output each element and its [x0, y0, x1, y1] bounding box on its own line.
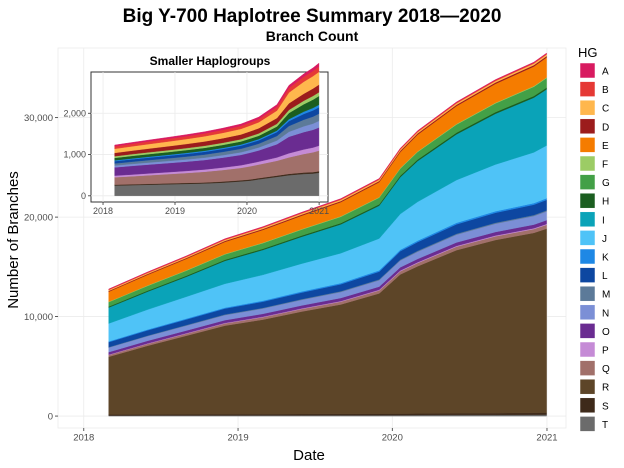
inset-plot-area: 0 1,000 2,000 2018 2019 2020 2021 Smaller Haplo…	[63, 54, 329, 216]
legend-label-R: R	[602, 383, 609, 394]
legend-key-T	[579, 416, 596, 432]
legend-label-S: S	[602, 401, 609, 412]
legend-key-B	[579, 81, 596, 97]
legend-key-R	[579, 378, 596, 395]
inset-y-tick-label: 0	[81, 191, 86, 201]
legend-label-K: K	[602, 253, 609, 264]
inset-y-tick-label: 2,000	[63, 108, 86, 118]
legend-label-O: O	[602, 327, 610, 338]
inset-y-tick-label: 1,000	[63, 150, 86, 160]
legend-label-T: T	[602, 420, 608, 431]
main-area-A	[108, 52, 547, 290]
inset-x-tick-label: 2021	[309, 206, 329, 216]
legend-key-M	[579, 285, 596, 302]
legend-label-H: H	[602, 197, 609, 208]
main-x-tick-label: 2021	[536, 433, 557, 444]
inset-x-tick-label: 2020	[237, 206, 257, 216]
legend-key-E	[579, 137, 596, 153]
main-x-tick-label: 2019	[227, 433, 248, 444]
legend-key-A	[579, 62, 596, 79]
legend-label-C: C	[602, 104, 609, 115]
legend-key-K	[579, 248, 596, 265]
main-x-tick-label: 2018	[73, 433, 94, 444]
legend-key-G	[579, 174, 596, 190]
main-x-tick-label: 2020	[382, 433, 403, 444]
legend-key-S	[579, 397, 596, 414]
legend-title: HG	[578, 45, 598, 60]
main-y-tick-label: 10,000	[24, 312, 53, 323]
legend-key-L	[579, 267, 596, 283]
inset-x-tick-label: 2019	[165, 206, 185, 216]
main-y-tick-label: 30,000	[24, 113, 53, 124]
y-axis-title: Number of Branches	[5, 171, 22, 309]
legend-key-O	[579, 323, 596, 339]
legend-label-F: F	[602, 160, 608, 171]
legend-label-J: J	[602, 234, 607, 245]
legend-key-C	[579, 99, 596, 116]
legend-label-P: P	[602, 346, 609, 357]
legend-label-M: M	[602, 290, 610, 301]
inset-title: Smaller Haplogroups	[150, 54, 271, 68]
legend-key-H	[579, 192, 596, 209]
chart-title: Big Y-700 Haplotree Summary 2018—2020	[123, 6, 502, 27]
legend-key-J	[579, 230, 596, 246]
chart-subtitle: Branch Count	[266, 28, 359, 44]
legend-key-D	[579, 118, 596, 135]
legend-key-I	[579, 211, 596, 228]
main-y-tick-label: 20,000	[24, 212, 53, 223]
legend-label-D: D	[602, 122, 609, 133]
legend-key-P	[579, 341, 596, 358]
legend-label-I: I	[602, 215, 605, 226]
inset-area-A	[114, 62, 320, 147]
inset-x-tick-label: 2018	[93, 206, 113, 216]
legend-key-N	[579, 304, 596, 321]
legend-label-E: E	[602, 141, 609, 152]
legend-label-N: N	[602, 308, 609, 319]
legend-label-L: L	[602, 271, 608, 282]
x-axis-title: Date	[293, 447, 325, 464]
legend-label-G: G	[602, 178, 610, 189]
legend-key-Q	[579, 360, 596, 376]
legend-label-Q: Q	[602, 364, 610, 375]
legend-key-F	[579, 155, 596, 172]
main-y-tick-label: 0	[48, 411, 53, 422]
legend-label-B: B	[602, 85, 609, 96]
legend-label-A: A	[602, 67, 609, 78]
